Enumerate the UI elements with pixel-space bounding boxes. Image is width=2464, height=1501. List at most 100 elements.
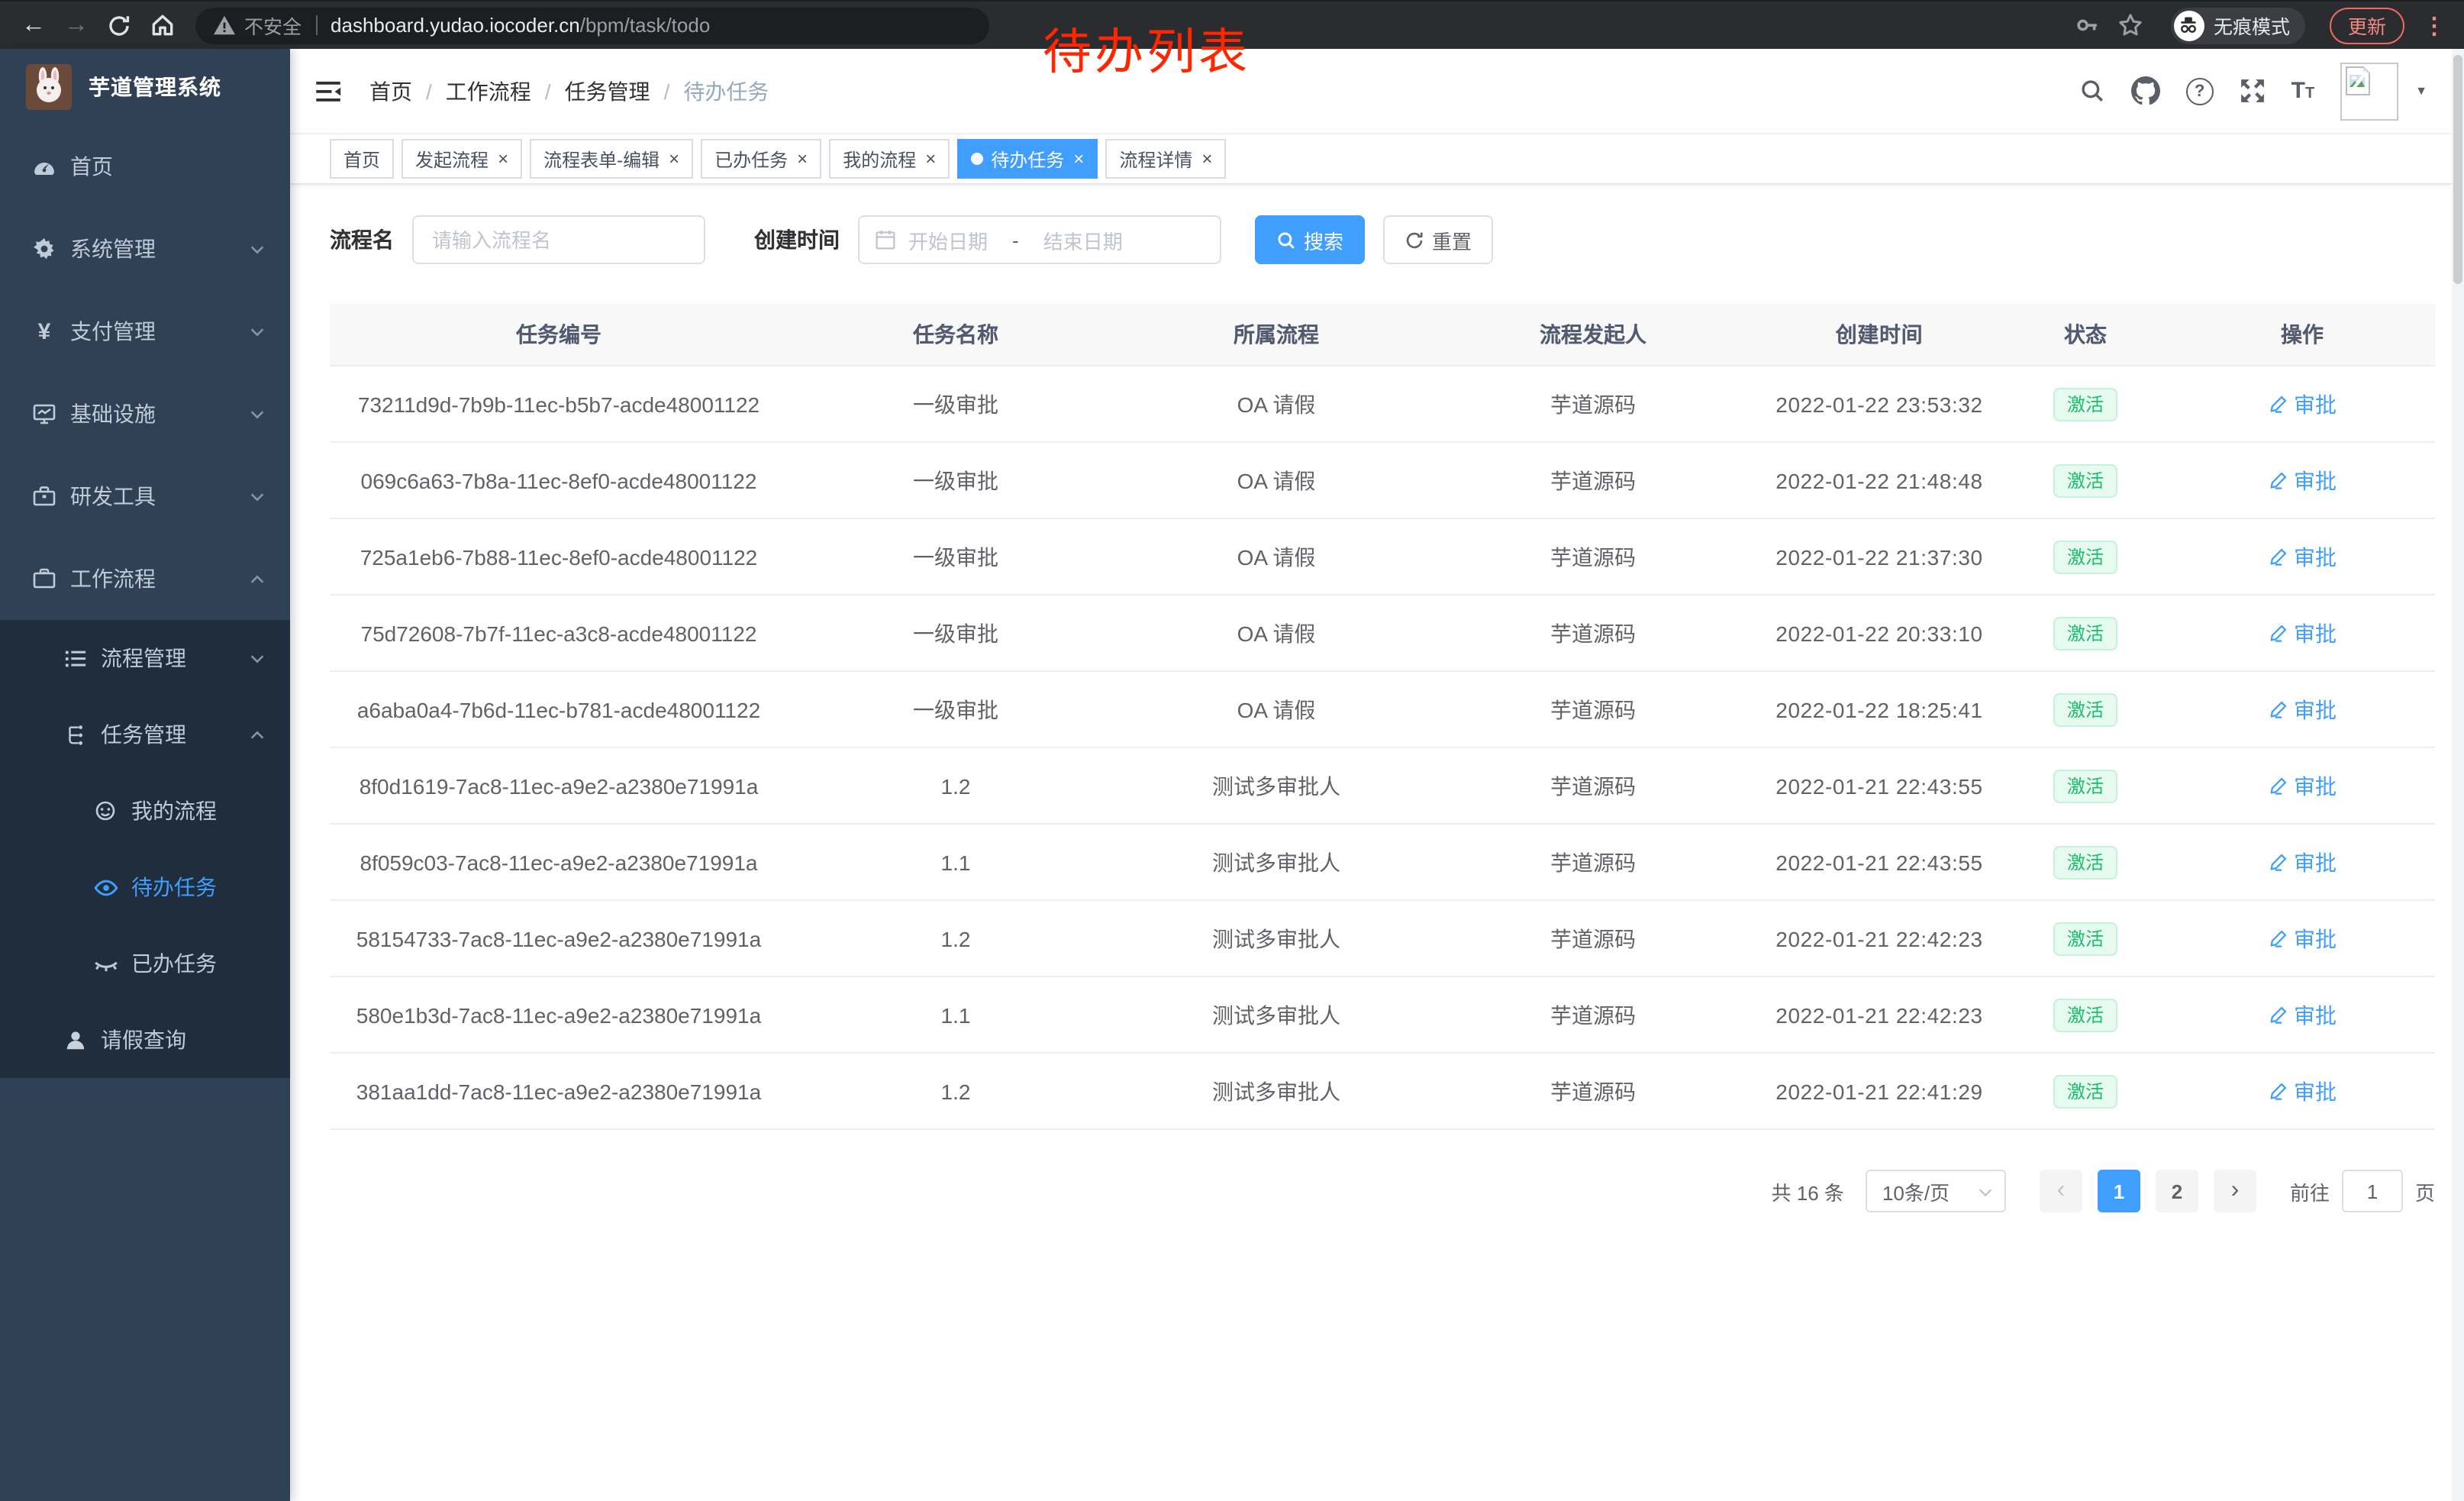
sidebar-item-devtools[interactable]: 研发工具 xyxy=(0,455,290,537)
sidebar-item-done-tasks[interactable]: 已办任务 xyxy=(0,925,290,1002)
action-cell: 审批 xyxy=(2169,1076,2435,1106)
url-path[interactable]: /bpm/task/todo xyxy=(579,14,711,37)
action-cell: 审批 xyxy=(2169,389,2435,419)
forward-icon[interactable]: → xyxy=(64,11,89,37)
app-logo[interactable]: 芋道管理系统 xyxy=(0,49,290,125)
tag-process-detail[interactable]: 流程详情 × xyxy=(1105,139,1227,179)
breadcrumb-home[interactable]: 首页 xyxy=(369,79,412,103)
sidebar-item-leave-query[interactable]: 请假查询 xyxy=(0,1002,290,1078)
tag-start-process[interactable]: 发起流程 × xyxy=(402,139,523,179)
main-area: 首页 / 工作流程 / 任务管理 / 待办任务 ? xyxy=(290,49,2452,1501)
sidebar-item-payment[interactable]: ¥ 支付管理 xyxy=(0,290,290,373)
incognito-icon xyxy=(2173,10,2204,40)
eye-closed-icon xyxy=(92,951,119,976)
chevron-down-icon xyxy=(249,650,266,667)
reset-button[interactable]: 重置 xyxy=(1383,215,1494,264)
next-page-button[interactable]: › xyxy=(2213,1170,2256,1212)
approve-link[interactable]: 审批 xyxy=(2268,541,2337,572)
url-host[interactable]: dashboard.yudao.iocoder.cn xyxy=(331,14,580,37)
process-name-input[interactable] xyxy=(412,215,705,264)
status-cell: 激活 xyxy=(2001,998,2169,1031)
breadcrumb-separator: / xyxy=(426,79,432,103)
approve-link[interactable]: 审批 xyxy=(2268,1076,2337,1106)
tag-done-tasks[interactable]: 已办任务 × xyxy=(701,139,822,179)
security-label[interactable]: 不安全 xyxy=(244,17,302,38)
fullscreen-icon[interactable] xyxy=(2240,78,2266,104)
status-cell: 激活 xyxy=(2001,692,2169,726)
sidebar-item-task-mgmt[interactable]: 任务管理 xyxy=(0,696,290,773)
process-cell: OA 请假 xyxy=(1237,392,1316,416)
task-name-cell: 1.2 xyxy=(940,1079,971,1103)
approve-link[interactable]: 审批 xyxy=(2268,618,2337,648)
logo-rabbit-image xyxy=(26,64,72,110)
scrollbar[interactable] xyxy=(2452,49,2464,1501)
back-icon[interactable]: ← xyxy=(21,11,46,37)
password-key-icon[interactable] xyxy=(2070,7,2107,44)
sidebar-item-process-mgmt[interactable]: 流程管理 xyxy=(0,620,290,696)
approve-link[interactable]: 审批 xyxy=(2268,770,2337,801)
approve-link[interactable]: 审批 xyxy=(2268,847,2337,877)
browser-menu-icon[interactable]: ⋮ xyxy=(2423,13,2446,39)
reload-icon[interactable] xyxy=(101,7,137,44)
sidebar-item-infra[interactable]: 基础设施 xyxy=(0,373,290,455)
app: 芋道管理系统 首页 系统管理 ¥ 支付管理 xyxy=(0,49,2464,1501)
task-name-cell: 1.2 xyxy=(940,926,971,951)
update-button[interactable]: 更新 xyxy=(2329,7,2404,44)
starter-cell: 芋道源码 xyxy=(1550,1079,1636,1103)
sidebar-item-system[interactable]: 系统管理 xyxy=(0,208,290,290)
github-icon[interactable] xyxy=(2130,76,2160,105)
table-header: 任务编号 任务名称 所属流程 流程发起人 创建时间 状态 操作 xyxy=(330,304,2435,366)
close-icon[interactable]: × xyxy=(1073,148,1085,169)
approve-link[interactable]: 审批 xyxy=(2268,694,2337,725)
tag-form-edit[interactable]: 流程表单-编辑 × xyxy=(530,139,694,179)
search-icon[interactable] xyxy=(2079,78,2105,104)
tag-my-process[interactable]: 我的流程 × xyxy=(829,139,950,179)
close-icon[interactable]: × xyxy=(498,148,509,169)
close-icon[interactable]: × xyxy=(1201,148,1213,169)
url-bar[interactable]: 不安全 dashboard.yudao.iocoder.cn/bpm/task/… xyxy=(195,7,989,44)
approve-link[interactable]: 审批 xyxy=(2268,389,2337,419)
page-button-1[interactable]: 1 xyxy=(2097,1170,2140,1212)
page-size-select[interactable]: 10条/页 xyxy=(1865,1170,2006,1212)
task-name-cell: 1.1 xyxy=(940,850,971,874)
browser-toolbar: ← → 不安全 dashboard.yudao.iocoder.cn/bpm/t… xyxy=(0,0,2464,49)
sidebar-item-home[interactable]: 首页 xyxy=(0,125,290,208)
goto-page-input[interactable] xyxy=(2341,1170,2403,1212)
process-cell: OA 请假 xyxy=(1237,544,1316,569)
scrollbar-thumb[interactable] xyxy=(2453,55,2462,284)
starter-cell: 芋道源码 xyxy=(1550,392,1636,416)
breadcrumb-separator: / xyxy=(544,79,551,103)
avatar[interactable] xyxy=(2340,62,2399,120)
date-range-picker[interactable]: 开始日期 - 结束日期 xyxy=(858,215,1221,264)
sidebar-item-todo-tasks[interactable]: 待办任务 xyxy=(0,849,290,925)
close-icon[interactable]: × xyxy=(925,148,937,169)
breadcrumb: 首页 / 工作流程 / 任务管理 / 待办任务 xyxy=(369,76,769,106)
chevron-down-icon xyxy=(1977,1183,1994,1199)
bookmark-star-icon[interactable] xyxy=(2113,7,2150,44)
approve-link[interactable]: 审批 xyxy=(2268,999,2337,1030)
search-button[interactable]: 搜索 xyxy=(1255,215,1366,264)
help-icon[interactable]: ? xyxy=(2185,77,2214,105)
sidebar-item-workflow[interactable]: 工作流程 xyxy=(0,537,290,620)
approve-link[interactable]: 审批 xyxy=(2268,923,2337,954)
page-button-2[interactable]: 2 xyxy=(2155,1170,2198,1212)
starter-cell: 芋道源码 xyxy=(1550,621,1636,645)
created-time-cell: 2022-01-21 22:43:55 xyxy=(1775,773,1983,798)
close-icon[interactable]: × xyxy=(669,148,680,169)
avatar-caret-icon[interactable]: ▼ xyxy=(2415,84,2427,98)
breadcrumb-separator: / xyxy=(663,79,670,103)
tag-todo-tasks[interactable]: 待办任务 × xyxy=(957,139,1098,179)
close-icon[interactable]: × xyxy=(797,148,808,169)
home-icon[interactable] xyxy=(144,7,180,44)
status-badge: 激活 xyxy=(2053,769,2117,802)
warning-icon xyxy=(214,15,235,35)
sidebar-collapse-icon[interactable] xyxy=(314,77,342,105)
sidebar-item-my-process[interactable]: 我的流程 xyxy=(0,773,290,849)
prev-page-button[interactable]: ‹ xyxy=(2039,1170,2082,1212)
breadcrumb-workflow[interactable]: 工作流程 xyxy=(445,79,531,103)
starter-cell: 芋道源码 xyxy=(1550,850,1636,874)
approve-link[interactable]: 审批 xyxy=(2268,465,2337,495)
tag-home[interactable]: 首页 xyxy=(330,139,395,179)
breadcrumb-task-mgmt[interactable]: 任务管理 xyxy=(564,79,650,103)
